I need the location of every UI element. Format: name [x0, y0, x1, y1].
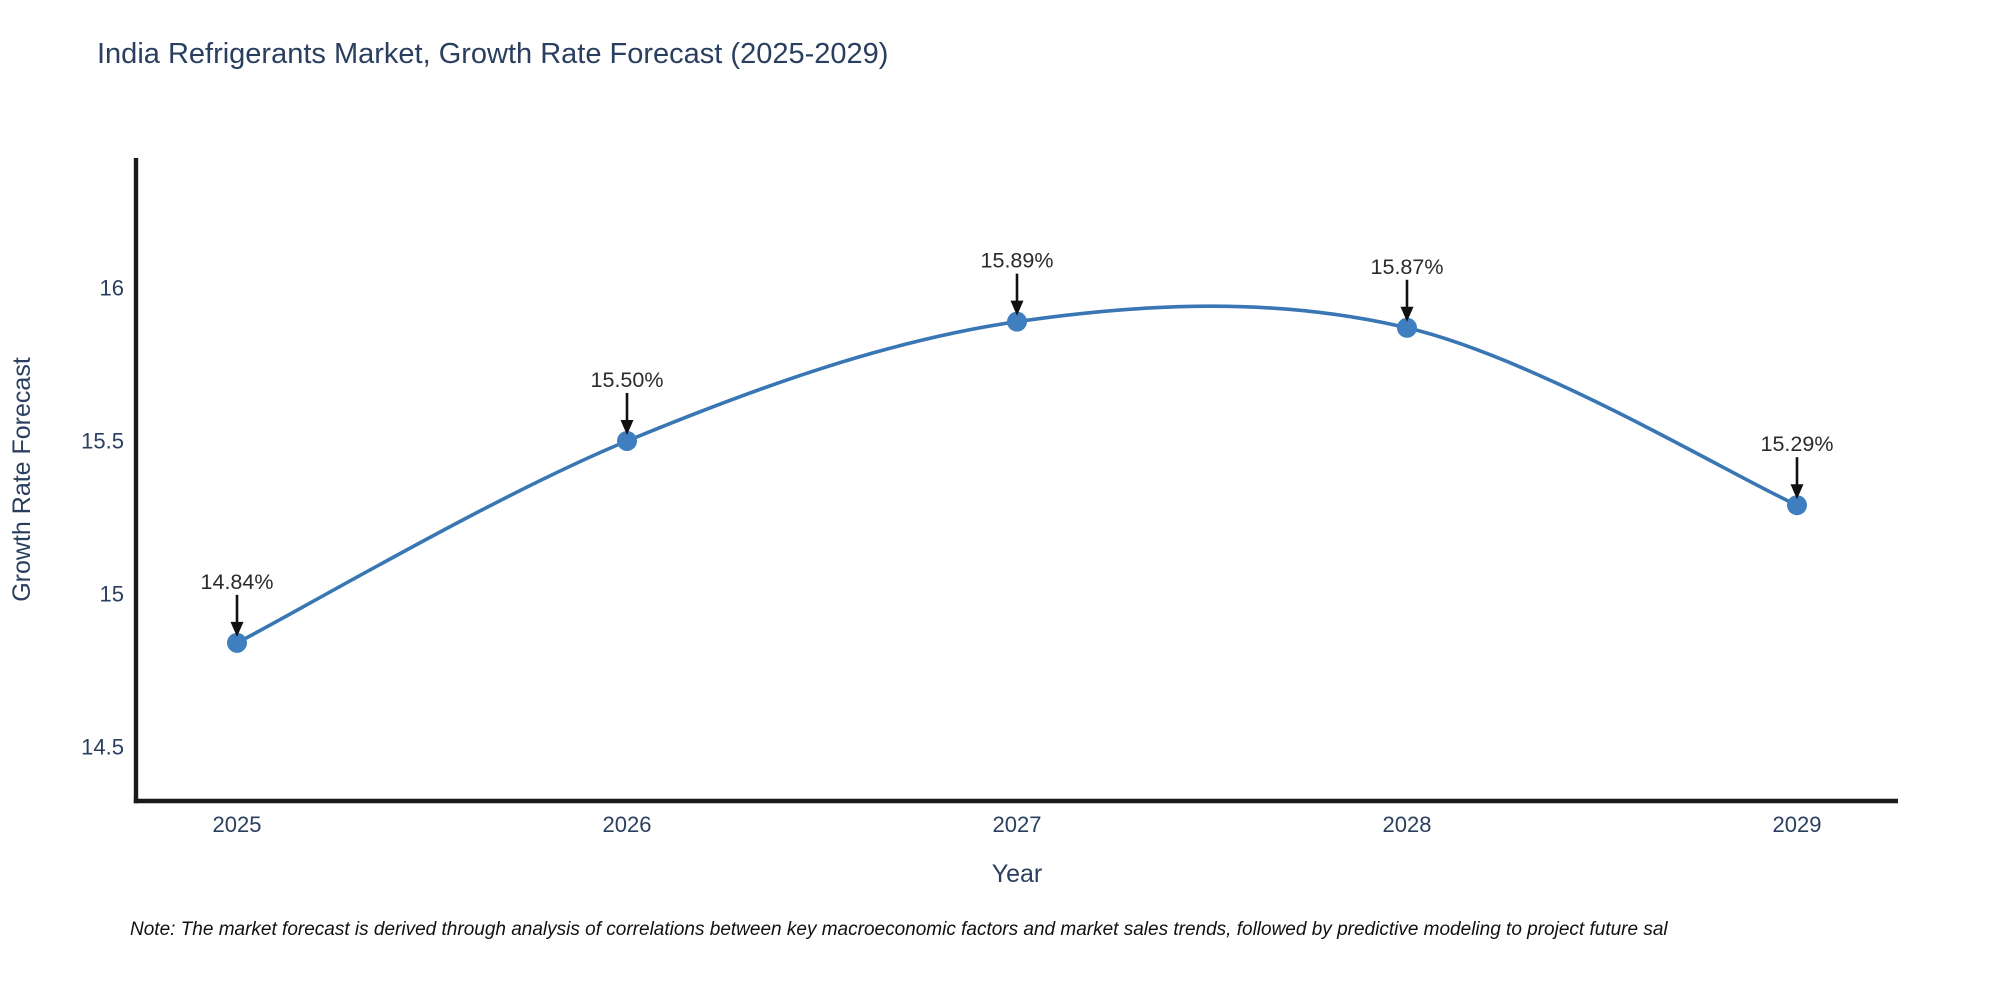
x-tick-label: 2026: [603, 812, 652, 837]
data-point-marker[interactable]: [1007, 311, 1027, 332]
x-tick-label: 2028: [1383, 812, 1432, 837]
annotation-arrowhead: [1400, 306, 1414, 322]
data-point-marker[interactable]: [1786, 495, 1807, 516]
x-axis-title: Year: [992, 860, 1043, 888]
chart-title: India Refrigerants Market, Growth Rate F…: [97, 38, 889, 70]
annotation-arrowhead: [620, 419, 634, 435]
y-tick-label: 15: [100, 581, 124, 606]
data-point-marker[interactable]: [1396, 317, 1417, 338]
annotation-arrowhead: [1010, 300, 1024, 316]
data-point-marker[interactable]: [227, 632, 248, 653]
annotation-arrowhead: [230, 621, 244, 637]
annotation-label: 15.50%: [591, 368, 664, 392]
annotation-label: 15.29%: [1761, 432, 1834, 456]
annotation-arrowhead: [1790, 484, 1804, 500]
y-axis-title: Growth Rate Forecast: [8, 357, 36, 602]
y-tick-label: 14.5: [81, 734, 124, 759]
x-tick-label: 2029: [1773, 812, 1822, 837]
footnote: Note: The market forecast is derived thr…: [130, 919, 1668, 940]
annotation-label: 15.87%: [1371, 255, 1444, 279]
annotation-label: 15.89%: [981, 249, 1054, 273]
annotation-label: 14.84%: [201, 570, 274, 594]
y-tick-label: 16: [100, 276, 124, 301]
trend-line: [235, 304, 1799, 645]
x-tick-label: 2025: [213, 812, 262, 837]
y-tick-label: 15.5: [81, 428, 124, 453]
data-point-marker[interactable]: [617, 430, 638, 451]
x-tick-label: 2027: [993, 812, 1042, 837]
